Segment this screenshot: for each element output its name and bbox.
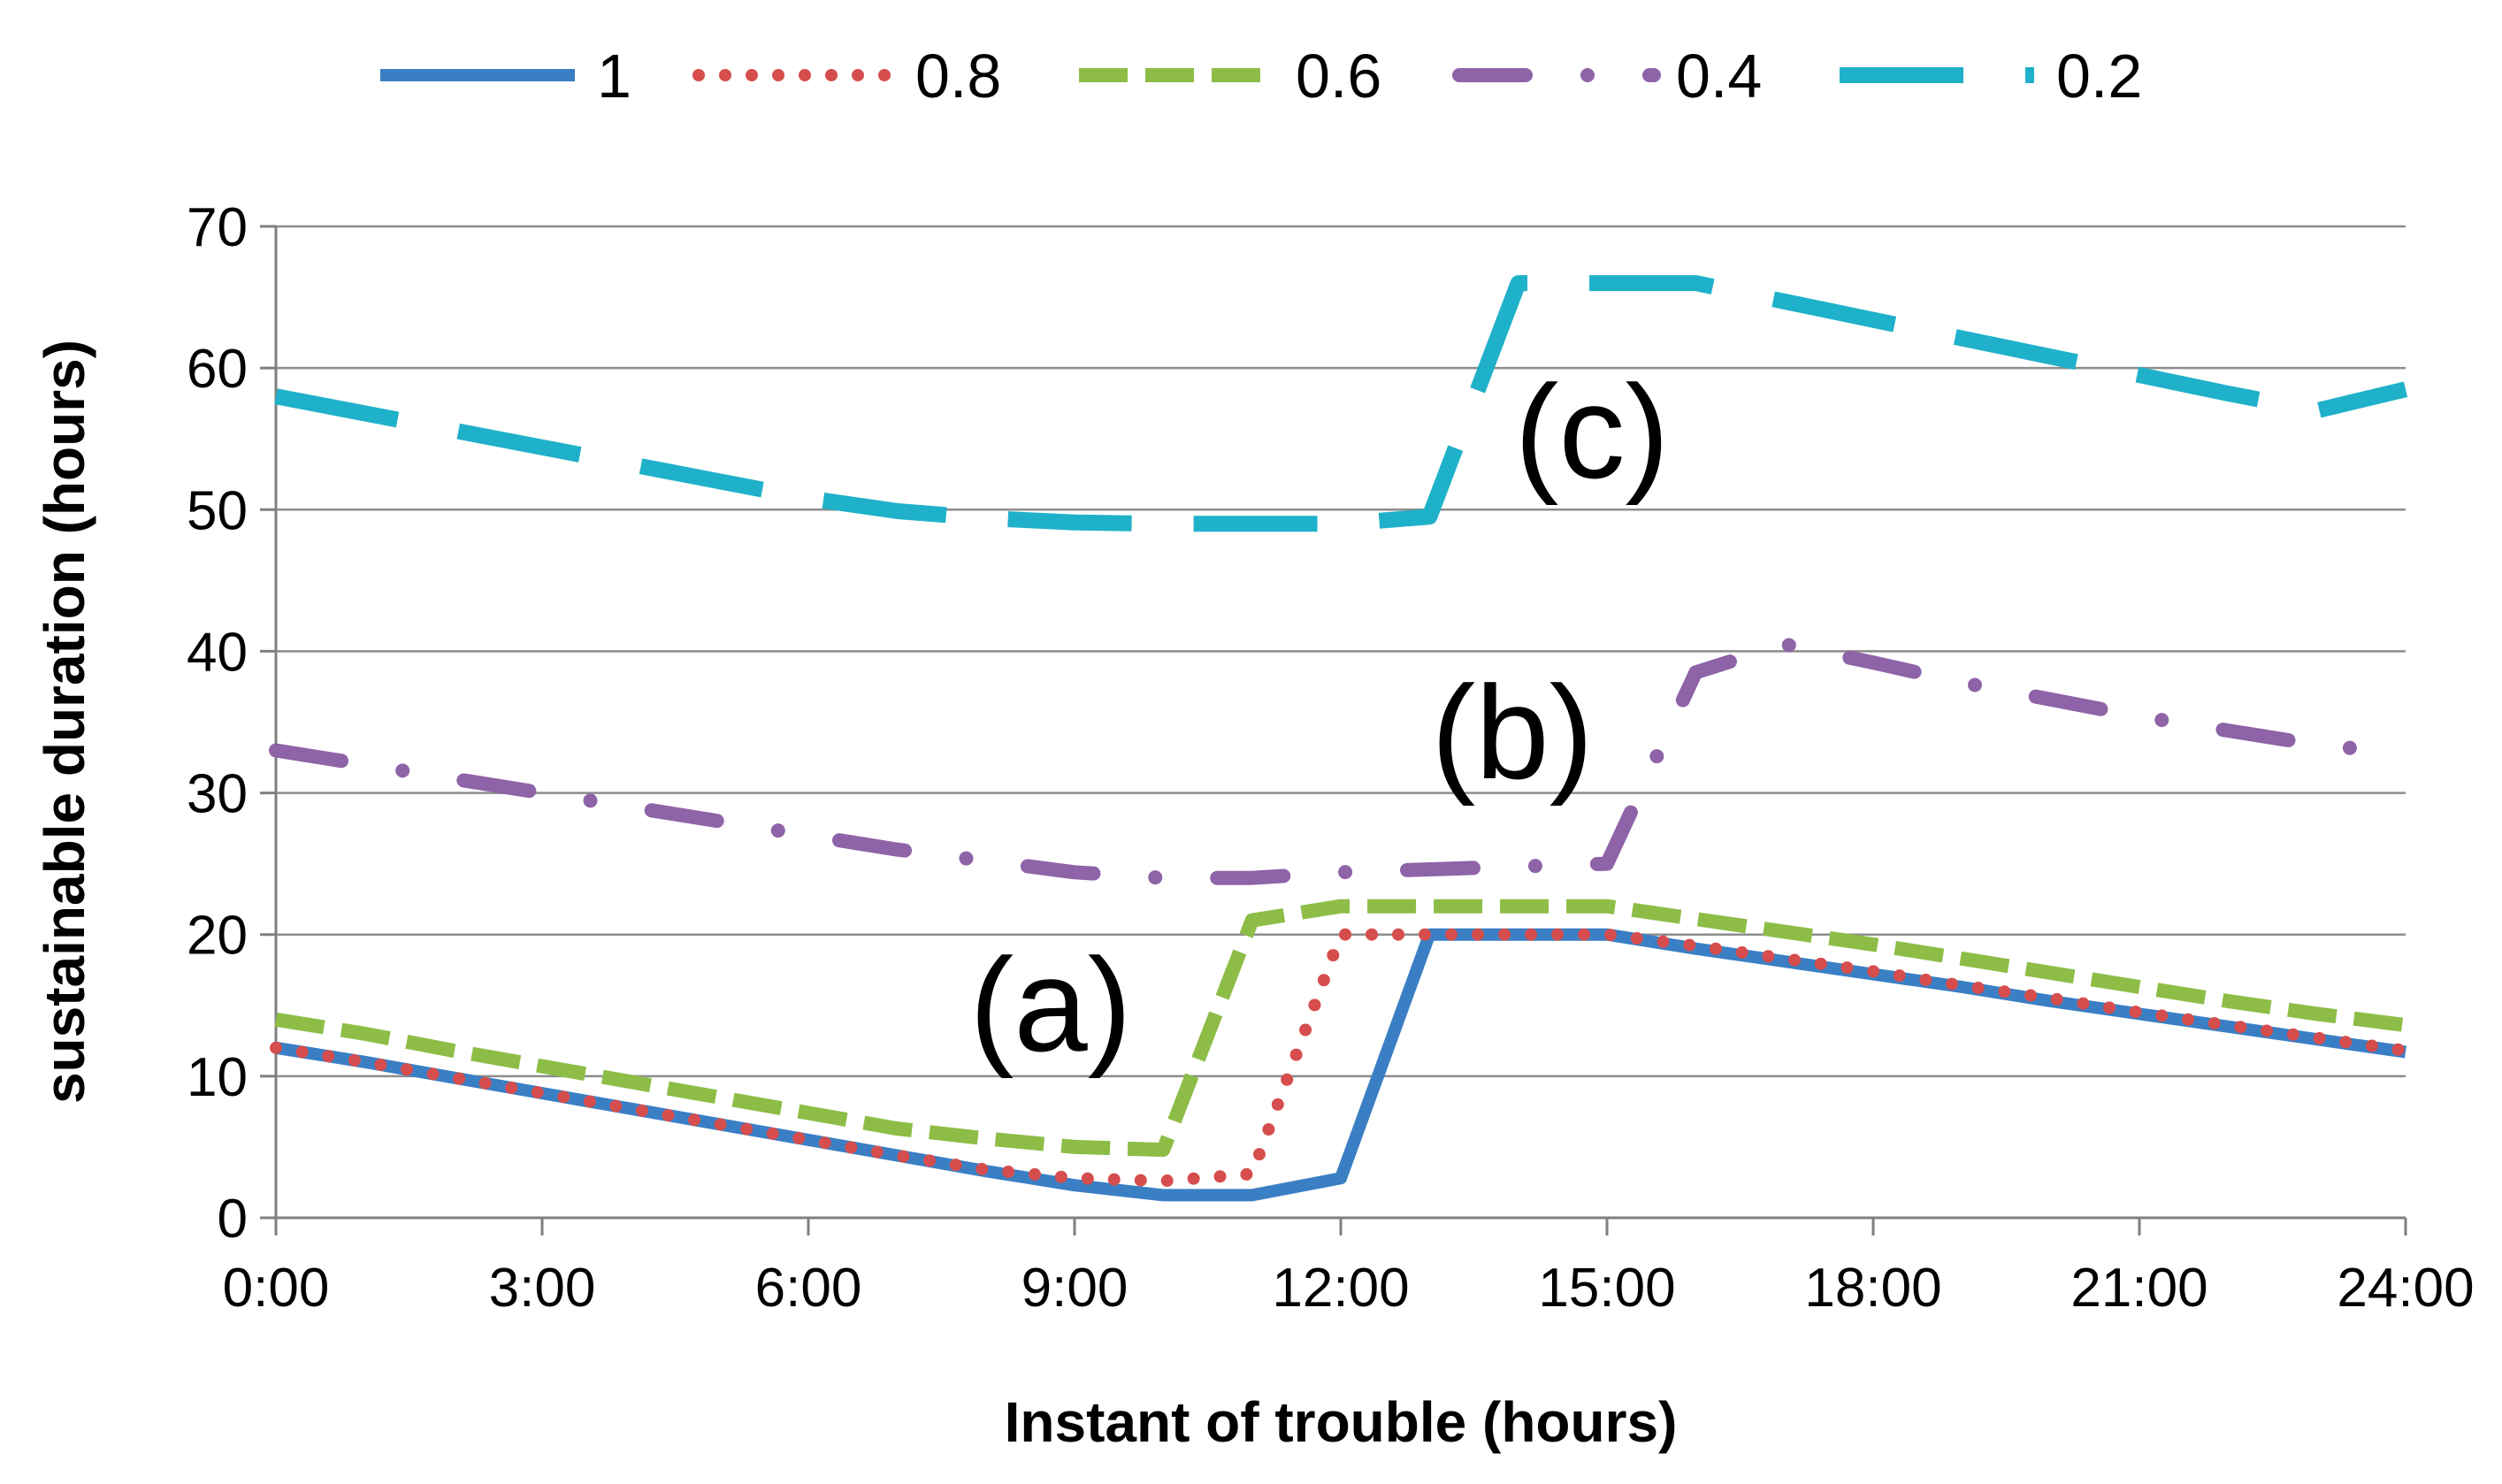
x-tick-label: 0:00 [223, 1258, 330, 1319]
axes [274, 226, 2406, 1220]
series-line-1 [274, 928, 2406, 1202]
series-line-0.6 [274, 899, 2407, 1158]
x-tick-label: 18:00 [1804, 1258, 1941, 1319]
legend: 1 0.8 0.6 0.4 0.2 [380, 42, 2142, 111]
x-tick-label: 21:00 [2070, 1258, 2207, 1319]
series-line-0.4 [269, 637, 2413, 885]
annotation-b: (b) [1431, 658, 1593, 807]
x-tick-label: 24:00 [2337, 1258, 2474, 1319]
series-line-0.2 [274, 275, 2408, 532]
legend-label-0.4: 0.4 [1676, 42, 1762, 111]
legend-label-0.2: 0.2 [2056, 42, 2142, 111]
legend-label-0.6: 0.6 [1296, 42, 1381, 111]
y-tick-label: 70 [187, 197, 248, 258]
x-tick-label: 6:00 [755, 1258, 862, 1319]
y-tick-label: 20 [187, 906, 248, 967]
legend-label-1: 1 [597, 42, 631, 111]
y-ticks: 0 10 20 30 40 50 60 70 [187, 197, 276, 1250]
x-tick-label: 12:00 [1272, 1258, 1409, 1319]
y-tick-label: 10 [187, 1047, 248, 1108]
x-axis-title: Instant of trouble (hours) [1005, 1390, 1678, 1454]
x-ticks: 0:00 3:00 6:00 9:00 12:00 15:00 18:00 21:00 24:0… [223, 1218, 2475, 1319]
x-tick-label: 9:00 [1021, 1258, 1129, 1319]
y-tick-label: 30 [187, 764, 248, 825]
series-lines [269, 275, 2413, 1202]
annotation-c: (c) [1515, 357, 1670, 506]
y-tick-label: 40 [187, 622, 248, 683]
y-tick-label: 0 [218, 1189, 248, 1250]
gridlines [276, 225, 2406, 1078]
legend-label-0.8: 0.8 [915, 42, 1001, 111]
y-tick-label: 50 [187, 480, 248, 541]
x-tick-label: 15:00 [1538, 1258, 1675, 1319]
x-tick-label: 3:00 [489, 1258, 596, 1319]
y-tick-label: 60 [187, 339, 248, 400]
y-axis-title: sustainable duration (hours) [33, 340, 96, 1104]
annotation-a: (a) [969, 930, 1131, 1079]
series-line-0.8 [270, 928, 2412, 1188]
